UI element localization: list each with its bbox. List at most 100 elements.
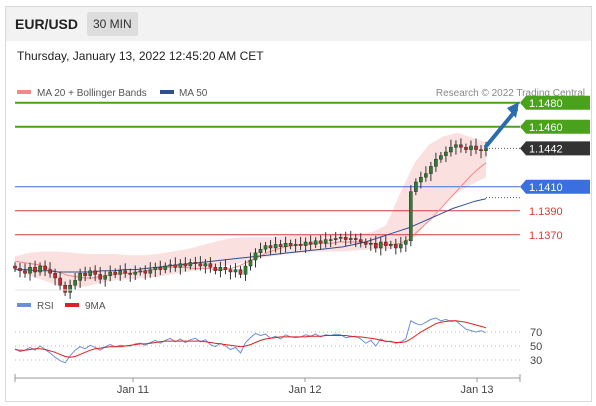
candle-body (228, 269, 233, 273)
level-badges: 1.1480 1.1460 1.1442 1.1410 1.1390 1.1370 (520, 95, 590, 242)
candle-body (218, 267, 223, 272)
level-badge-resistance (520, 95, 590, 110)
forecast-arrow (484, 102, 519, 149)
candle-body (18, 268, 22, 271)
level-badge-pivot (520, 179, 590, 194)
candle-body (439, 155, 443, 160)
candle-body (28, 267, 32, 274)
candle-body (434, 158, 438, 167)
candle-body (13, 265, 17, 269)
candle-body (369, 242, 373, 245)
candle-body (198, 263, 203, 267)
legend-swatch-rsi (17, 303, 31, 307)
candle-body (459, 144, 463, 148)
candle-body (238, 269, 243, 275)
rsi-tick-label: 30 (530, 355, 542, 367)
candle-body (343, 236, 348, 240)
candle-body (298, 244, 303, 246)
candle-body (358, 239, 363, 243)
candle-body (63, 285, 67, 293)
candle-body (128, 273, 133, 275)
candle-body (258, 248, 263, 253)
candle-body (183, 263, 188, 267)
candle-body (449, 146, 453, 153)
candle-body (118, 270, 122, 275)
candle-body (243, 265, 248, 275)
timeframe-badge[interactable]: 30 MIN (87, 12, 138, 36)
candle-body (208, 263, 213, 268)
candle-body (308, 241, 313, 245)
candle-body (363, 241, 368, 245)
candle-body (409, 191, 413, 242)
symbol-label: EUR/USD (15, 16, 79, 32)
x-tick-label: Jan 12 (288, 384, 321, 396)
price-levels (15, 101, 520, 236)
candle-body (223, 267, 228, 270)
level-badge-label: 1.1442 (529, 143, 563, 155)
candle-body (58, 277, 62, 286)
chart-header: EUR/USD 30 MIN (6, 7, 591, 41)
candle-body (188, 262, 193, 267)
candle-body (103, 275, 107, 280)
candle-body (163, 265, 168, 270)
legend-swatch-ma50 (160, 90, 174, 94)
candle-body (98, 274, 102, 280)
candle-body (333, 238, 338, 240)
candle-body (338, 236, 343, 239)
candle-body (353, 238, 358, 240)
candle-body (379, 241, 383, 249)
candle-body (263, 245, 268, 250)
candle-body (93, 270, 97, 275)
rsi-tick-label: 70 (530, 327, 542, 339)
candle-body (303, 241, 308, 246)
candle-body (178, 263, 183, 268)
candle-body (374, 242, 378, 249)
candle-body (464, 146, 468, 150)
candle-body (323, 239, 328, 244)
rsi-line (14, 317, 487, 364)
level-badge-label: 1.1390 (529, 206, 563, 218)
x-tick-label: Jan 11 (117, 384, 149, 396)
rsi-legend: RSI 9MA (17, 301, 106, 312)
level-badge-label: 1.1480 (529, 98, 563, 110)
forecast-arrow-head (507, 102, 519, 118)
chart-datetime: Thursday, January 13, 2022 12:45:20 AM C… (17, 49, 264, 63)
candle-body (83, 273, 87, 276)
rsi-tick-label: 50 (530, 341, 542, 353)
candle-body (203, 263, 208, 267)
level-badge-current (520, 141, 590, 156)
candle-body (414, 181, 418, 192)
level-badge-label: 1.1370 (529, 230, 563, 242)
level-badge-label: 1.1460 (529, 122, 563, 134)
candle-body (233, 269, 238, 273)
candle-body (293, 244, 298, 246)
rsi-9ma-line (14, 320, 487, 358)
legend-label-9ma: 9MA (85, 301, 106, 312)
candle-body (474, 145, 478, 150)
candle-body (429, 166, 433, 174)
candle-body (168, 264, 173, 267)
candle-body (153, 267, 158, 270)
level-badge-label: 1.1410 (529, 182, 563, 194)
candle-body (143, 270, 148, 274)
legend-swatch-ma20 (17, 90, 31, 94)
candle-body (68, 285, 72, 293)
candle-body (399, 244, 403, 249)
x-axis: Jan 11 Jan 12 Jan 13 (14, 374, 521, 396)
legend-label-ma50: MA 50 (179, 88, 208, 99)
candle-body (419, 176, 423, 183)
candle-body (268, 245, 273, 249)
candles (13, 138, 488, 299)
candle-body (123, 270, 127, 274)
candle-body (283, 242, 288, 247)
candle-body (273, 244, 278, 249)
candle-body (193, 262, 198, 264)
bollinger-band-layer (15, 132, 486, 288)
bollinger-band-area (15, 132, 486, 288)
legend: MA 20 + Bollinger Bands MA 50 Research ©… (17, 88, 585, 99)
candle-body (248, 259, 253, 267)
candle-body (444, 151, 448, 156)
credit-label: Research © 2022 Trading Central (436, 88, 585, 99)
candle-body (33, 267, 37, 273)
candle-body (394, 244, 398, 249)
